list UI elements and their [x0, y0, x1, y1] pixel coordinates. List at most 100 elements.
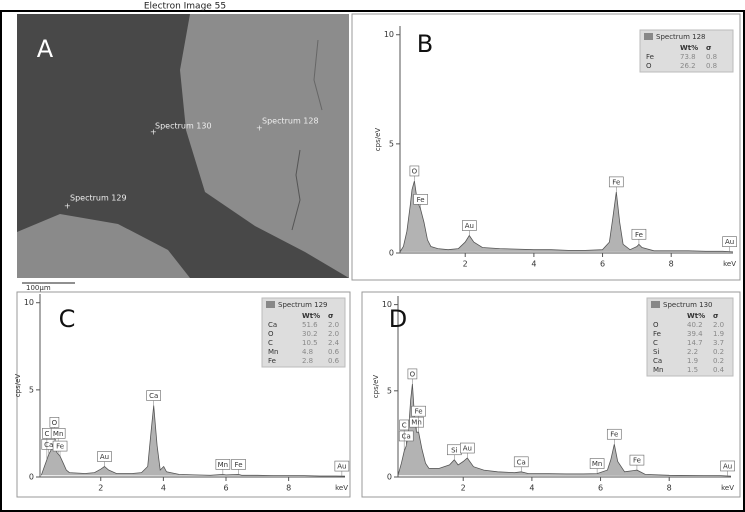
peak-label: Fe: [56, 443, 64, 451]
image-title: Electron Image 55: [144, 2, 226, 12]
peak-label: Mn: [411, 419, 421, 427]
legend-value: 3.7: [713, 339, 724, 347]
peak-label-box: [49, 417, 60, 428]
y-tick-label: 10: [384, 30, 394, 39]
scale-bar-label: 100µm: [26, 284, 51, 292]
peak-label: Fe: [417, 196, 425, 204]
peak-label: Au: [100, 453, 109, 461]
x-tick-label: 4: [529, 484, 534, 493]
legend-header: Wt%: [302, 312, 320, 320]
x-tick-label: 4: [161, 484, 166, 493]
legend-value: 10.5: [302, 339, 318, 347]
legend-value: 0.2: [713, 357, 724, 365]
legend-header: Wt%: [687, 312, 705, 320]
peak-label-box: [720, 460, 735, 472]
legend-title: Spectrum 128: [656, 33, 706, 41]
legend-value: 0.6: [328, 348, 340, 356]
peak-label: Au: [465, 222, 474, 230]
legend-box: [639, 29, 734, 73]
peak-label: O: [412, 167, 418, 175]
legend-value: 2.0: [328, 330, 339, 338]
grain: [180, 14, 349, 278]
legend-value: 2.8: [302, 357, 313, 365]
legend-swatch: [651, 301, 660, 308]
legend-value: 0.2: [713, 348, 724, 356]
x-tick-label: 6: [600, 260, 605, 269]
legend-header: σ: [328, 312, 334, 320]
legend-title: Spectrum 130: [663, 301, 713, 309]
electron-image: Electron Image 55 A + Spectrum 130 + Spe…: [17, 2, 349, 292]
panel-label: A: [37, 35, 54, 63]
peak-label-box: [722, 236, 737, 247]
crack: [291, 149, 301, 231]
peak-label-box: [608, 176, 624, 188]
y-tick-label: 0: [389, 249, 394, 258]
y-tick-label: 0: [387, 473, 392, 482]
legend-value: 26.2: [680, 62, 696, 70]
peak-label-box: [513, 456, 529, 468]
peak-label-box: [50, 428, 66, 439]
legend-element: Mn: [268, 348, 278, 356]
legend-element: Fe: [653, 330, 661, 338]
legend-value: 30.2: [302, 330, 318, 338]
legend-element: O: [268, 330, 274, 338]
peak-label-box: [215, 459, 231, 470]
peak-label: Au: [725, 238, 734, 246]
legend-value: 1.9: [713, 330, 724, 338]
peak-label: Fe: [235, 461, 243, 469]
legend-value: 0.8: [706, 62, 717, 70]
legend-value: 0.6: [328, 357, 340, 365]
x-axis-label: keV: [723, 260, 736, 268]
legend-element: C: [268, 339, 273, 347]
x-tick-label: 2: [98, 484, 103, 493]
y-tick-label: 10: [382, 300, 392, 309]
peak-label-box: [629, 454, 645, 466]
peak-label-box: [398, 430, 414, 442]
legend-element: Mn: [653, 366, 663, 374]
peak-label: Ca: [149, 392, 158, 400]
x-axis-label: keV: [335, 484, 348, 492]
peak-label: Mn: [218, 461, 228, 469]
spectrum: [399, 180, 734, 253]
peak-label: Mn: [592, 460, 602, 468]
panel-label: D: [389, 305, 407, 333]
x-tick-label: 2: [463, 260, 468, 269]
panel-label: C: [59, 305, 76, 333]
marker-label: Spectrum 129: [70, 194, 127, 203]
peak-label: Fe: [415, 408, 423, 416]
y-tick-label: 0: [29, 473, 34, 482]
x-tick-label: 4: [531, 260, 536, 269]
peak-label-box: [399, 419, 409, 431]
legend-element: Ca: [653, 357, 662, 365]
legend-value: 1.5: [687, 366, 698, 374]
legend-header: σ: [706, 44, 712, 52]
marker-cross: +: [64, 202, 71, 211]
peak-label: Au: [337, 463, 346, 471]
peak-label: Au: [723, 462, 732, 470]
legend-value: 1.9: [687, 357, 698, 365]
marker-cross: +: [150, 128, 157, 137]
spectrum: [40, 405, 346, 477]
peak-label-box: [462, 220, 477, 231]
peak-label: Fe: [610, 431, 618, 439]
y-tick-label: 5: [29, 385, 34, 394]
x-tick-label: 8: [669, 260, 674, 269]
peak-label-box: [460, 442, 475, 454]
peak-label: Fe: [635, 231, 643, 239]
legend-title: Spectrum 129: [278, 301, 328, 309]
x-tick-label: 8: [286, 484, 291, 493]
legend-element: Si: [653, 348, 659, 356]
legend-value: 0.4: [713, 366, 725, 374]
y-axis-label: cps/eV: [372, 375, 380, 399]
legend-header: Wt%: [680, 44, 698, 52]
peak-label-box: [413, 194, 428, 205]
peak-label: Au: [463, 445, 472, 453]
peak-label: O: [410, 370, 416, 378]
peak-label: Mn: [53, 430, 63, 438]
y-tick-label: 5: [387, 386, 392, 395]
y-tick-label: 5: [389, 139, 394, 148]
peak-label: Si: [451, 446, 457, 454]
peak-label: C: [44, 430, 49, 438]
legend-element: C: [653, 339, 658, 347]
x-tick-label: 6: [223, 484, 228, 493]
